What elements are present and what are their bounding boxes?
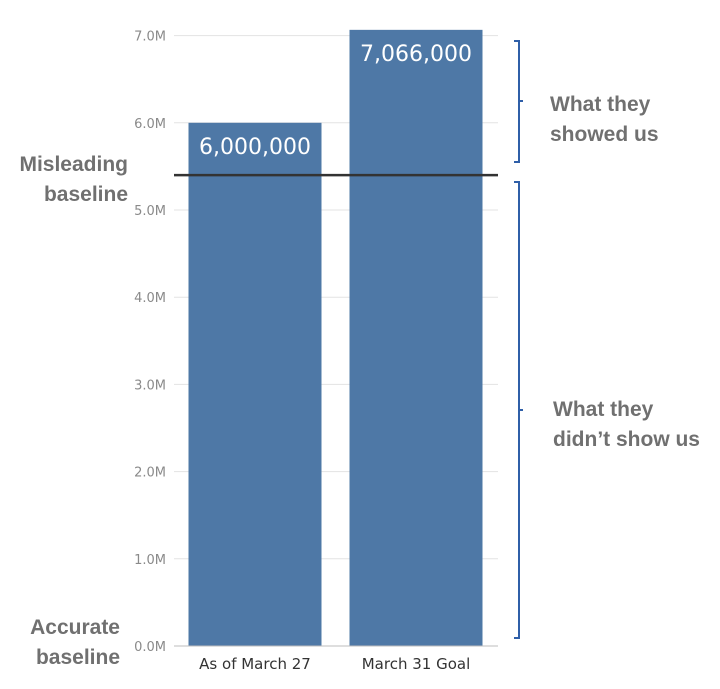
bar-value-label: 6,000,000 (199, 135, 311, 160)
not-showed-label-line2: didn’t show us (553, 428, 700, 451)
showed-label-line2: showed us (550, 123, 659, 146)
y-tick-label: 4.0M (134, 291, 166, 306)
y-tick-label: 3.0M (134, 378, 166, 393)
showed-label-line1: What they (550, 93, 651, 116)
x-category-label: As of March 27 (199, 655, 311, 673)
y-tick-label: 0.0M (134, 640, 166, 655)
x-category-label: March 31 Goal (362, 655, 471, 673)
bars: 6,000,000 7,066,000 (188, 29, 483, 647)
misleading-baseline-label-line1: Misleading (19, 153, 128, 176)
y-tick-label: 2.0M (134, 466, 166, 481)
y-tick-label: 5.0M (134, 204, 166, 219)
accurate-baseline-label-line2: baseline (36, 646, 120, 669)
y-tick-label: 6.0M (134, 117, 166, 132)
y-tick-label: 1.0M (134, 553, 166, 568)
bar (349, 29, 483, 647)
bar (188, 122, 322, 647)
accurate-baseline-label-line1: Accurate (30, 616, 120, 639)
not-showed-label-line1: What they (553, 398, 654, 421)
misleading-baseline-label-line2: baseline (44, 183, 128, 206)
y-tick-label: 7.0M (134, 30, 166, 45)
x-axis: As of March 27 March 31 Goal (199, 655, 470, 673)
showed-bracket (514, 40, 523, 163)
not-showed-bracket (514, 181, 523, 639)
bar-value-label: 7,066,000 (360, 42, 472, 67)
y-axis: 0.0M 1.0M 2.0M 3.0M 4.0M 5.0M 6.0M 7.0M (134, 30, 166, 655)
